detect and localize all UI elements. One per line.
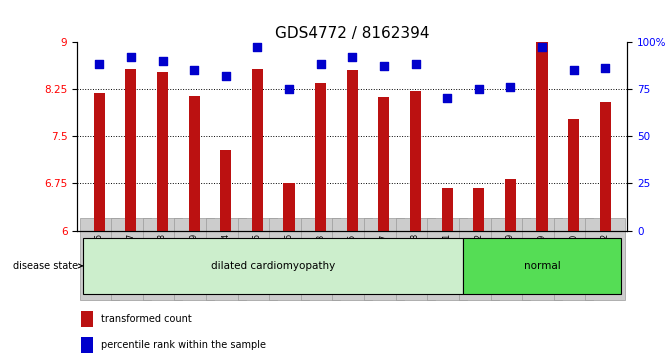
Bar bbox=[125, 69, 136, 231]
Point bbox=[410, 61, 421, 67]
Bar bbox=[83, 238, 463, 294]
Bar bbox=[378, 97, 389, 231]
Bar bbox=[600, 102, 611, 231]
Bar bbox=[568, 118, 579, 231]
Point bbox=[537, 45, 548, 50]
Point bbox=[94, 61, 105, 67]
Point bbox=[125, 54, 136, 60]
Point bbox=[378, 64, 389, 69]
Text: dilated cardiomyopathy: dilated cardiomyopathy bbox=[211, 261, 336, 271]
Point bbox=[157, 58, 168, 64]
Text: normal: normal bbox=[523, 261, 560, 271]
Point bbox=[568, 67, 579, 73]
Point bbox=[189, 67, 199, 73]
Text: disease state: disease state bbox=[13, 261, 83, 271]
Point bbox=[474, 86, 484, 92]
Bar bbox=[81, 311, 93, 327]
Point bbox=[220, 73, 231, 79]
Bar bbox=[157, 72, 168, 231]
Text: transformed count: transformed count bbox=[101, 314, 192, 323]
Point bbox=[252, 45, 263, 50]
Text: percentile rank within the sample: percentile rank within the sample bbox=[101, 340, 266, 350]
Point bbox=[315, 61, 326, 67]
Bar bbox=[189, 97, 200, 231]
Bar bbox=[473, 188, 484, 231]
Bar bbox=[537, 42, 548, 231]
Bar bbox=[442, 188, 453, 231]
Point bbox=[347, 54, 358, 60]
Bar bbox=[94, 93, 105, 231]
Bar bbox=[463, 238, 621, 294]
Bar bbox=[505, 179, 516, 231]
Bar bbox=[252, 69, 263, 231]
Point bbox=[442, 95, 452, 101]
Point bbox=[284, 86, 295, 92]
Bar bbox=[410, 91, 421, 231]
Title: GDS4772 / 8162394: GDS4772 / 8162394 bbox=[275, 25, 429, 41]
Point bbox=[505, 84, 516, 90]
Bar bbox=[81, 337, 93, 353]
Bar bbox=[220, 150, 231, 231]
Point bbox=[600, 65, 611, 71]
Bar bbox=[315, 83, 326, 231]
Bar bbox=[284, 183, 295, 231]
Bar bbox=[347, 70, 358, 231]
